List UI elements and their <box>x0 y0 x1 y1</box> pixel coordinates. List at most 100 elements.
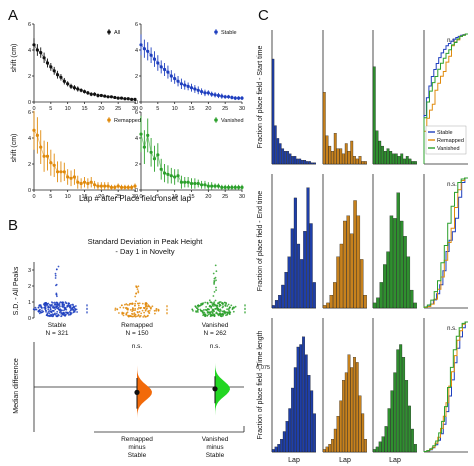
a-point <box>237 185 241 189</box>
b-swarm-point <box>196 310 199 312</box>
a-point <box>32 128 36 132</box>
b-swarm-point <box>127 315 129 317</box>
b-swarm-point <box>41 307 43 309</box>
b-swarm-point <box>125 307 127 309</box>
b-swarm-point <box>121 313 124 315</box>
c-hist-bar <box>389 151 393 165</box>
b-swarm-point <box>134 295 137 298</box>
b-swarm-point <box>196 304 199 307</box>
b-category-label: Vanished <box>202 322 229 329</box>
a-point <box>200 183 204 187</box>
a-ytick-label: 0 <box>135 100 138 106</box>
b-swarm-point <box>205 309 208 312</box>
a-point <box>146 49 150 53</box>
a-point <box>96 184 100 188</box>
c-hist-bar <box>296 243 301 309</box>
a-xtick-label: 10 <box>65 106 71 112</box>
b-swarm-point <box>55 315 58 318</box>
b-swarm-point <box>33 308 36 311</box>
a-ytick-label: 0 <box>135 188 138 194</box>
b-swarm-point <box>72 306 75 308</box>
a-legend-label-vanished: Vanished <box>221 118 244 124</box>
c-hist-bar <box>298 158 302 165</box>
b-swarm-point <box>55 293 58 296</box>
a-ytick-label: 6 <box>28 22 31 28</box>
b-swarm-point <box>221 302 224 304</box>
a-point <box>166 70 170 74</box>
b-swarm-point <box>136 288 139 290</box>
a-point <box>93 92 97 96</box>
b-swarm-point <box>116 308 119 311</box>
a-point <box>173 77 177 81</box>
b-swarm-point <box>153 309 156 312</box>
a-point <box>166 172 170 176</box>
b-swarm-point <box>214 299 217 302</box>
a-point <box>156 153 160 157</box>
a-point <box>49 161 53 165</box>
b-swarm-point <box>54 304 57 306</box>
a-xtick-label: 0 <box>139 106 142 112</box>
c-hist-bar <box>333 428 337 453</box>
a-point <box>152 157 157 161</box>
b-swarm-point <box>41 309 43 312</box>
c-hist-bar <box>378 140 382 165</box>
b-swarm-point <box>74 307 76 310</box>
a-point <box>130 97 134 101</box>
b-swarm-point <box>51 313 54 315</box>
c-hist-bar <box>331 151 334 165</box>
c-hist-bar <box>303 160 307 165</box>
c-cdf-line <box>423 321 468 452</box>
b-swarm-point <box>42 310 45 313</box>
a-point <box>220 185 224 189</box>
b-swarm-point <box>58 314 60 317</box>
c-hist-bar <box>326 302 330 309</box>
a-point <box>189 86 194 90</box>
panel-b-top: Standard Deviation in Peak Height - Day … <box>13 237 246 337</box>
b-swarm-point <box>155 308 158 310</box>
a-point <box>119 96 124 100</box>
b-swarm-point <box>70 304 72 306</box>
a-point <box>226 95 231 99</box>
c-hist-bar <box>336 256 340 309</box>
b-swarm-point <box>64 307 66 310</box>
b-swarm-point <box>68 311 71 313</box>
a-ytick-label: 6 <box>28 110 31 116</box>
b-n-label: N = 150 <box>126 330 149 337</box>
b-swarm-point <box>56 310 59 313</box>
c-hist-bar <box>288 153 292 165</box>
a-legend-label-stable: Stable <box>221 30 237 36</box>
b-swarm-point <box>56 303 59 306</box>
b-category-label: Remapped <box>121 322 153 329</box>
c-hist-bar <box>403 158 406 165</box>
a-xtick-label: 25 <box>222 106 228 112</box>
b-swarm-point <box>65 302 68 304</box>
a-point <box>59 75 63 79</box>
a-point <box>210 92 214 96</box>
b-swarm-point <box>206 302 209 304</box>
b-swarm-point <box>229 311 232 314</box>
c-hist-bar <box>325 446 329 453</box>
b-swarm-point <box>72 309 75 312</box>
b-swarm-point <box>137 304 140 307</box>
a-point <box>69 176 73 180</box>
c-hist-bar <box>309 223 313 309</box>
b-swarm-point <box>52 305 55 308</box>
b-swarm-point <box>212 272 215 275</box>
c-legend-label: Stable <box>437 130 453 136</box>
c-hist-bar <box>376 297 380 309</box>
a-point <box>240 96 244 100</box>
b-swarm-point <box>73 309 76 312</box>
b-swarm-point <box>206 310 209 313</box>
b-swarm-point <box>213 305 215 307</box>
c-hist-bar <box>372 302 377 309</box>
b-swarm-point <box>213 291 216 293</box>
a-point <box>52 69 56 73</box>
c-hist-bar <box>296 346 300 453</box>
c-hist-bar <box>336 416 340 453</box>
b-swarm-point <box>134 307 137 310</box>
b-swarm-point <box>202 302 205 304</box>
b-swarm-point <box>145 305 148 307</box>
a-point <box>142 145 146 149</box>
c-hist-bar <box>384 426 388 453</box>
b-swarm-point <box>199 308 202 311</box>
